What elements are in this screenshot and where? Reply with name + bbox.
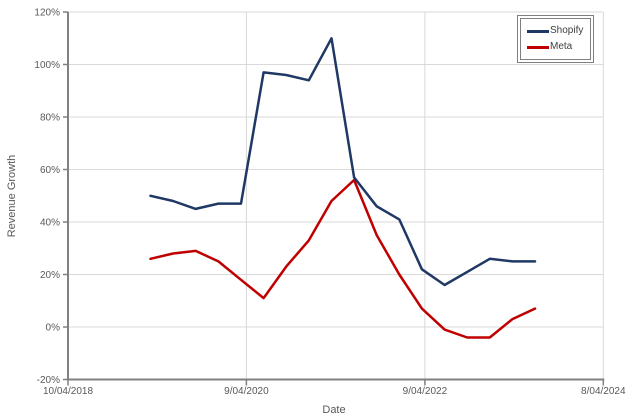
- x-tick-label: 8/04/2024: [581, 386, 626, 397]
- legend: Shopify Meta: [517, 15, 595, 63]
- y-tick-label: 60%: [40, 165, 60, 176]
- y-tick-label: 80%: [40, 113, 60, 124]
- legend-label-meta: Meta: [550, 41, 573, 52]
- legend-label-shopify: Shopify: [550, 25, 584, 36]
- y-tick-label: 0%: [46, 323, 61, 334]
- x-tick-label: 9/04/2020: [224, 386, 269, 397]
- meta-line-swatch: [527, 45, 549, 49]
- y-tick-label: 40%: [40, 218, 60, 229]
- legend-box: Shopify Meta: [520, 18, 592, 60]
- y-tick-label: 100%: [34, 60, 60, 71]
- y-axis-title: Revenue Growth: [6, 154, 18, 238]
- x-axis-title: Date: [322, 404, 346, 416]
- legend-item-meta: Meta: [527, 39, 583, 55]
- y-tick-label: -20%: [37, 375, 60, 386]
- y-tick-label: 20%: [40, 270, 60, 281]
- x-tick-label: 10/04/2018: [43, 386, 93, 397]
- shopify-line-swatch: [527, 29, 549, 33]
- x-tick-label: 9/04/2022: [403, 386, 448, 397]
- series-line-shopify: [149, 37, 537, 287]
- series-line-meta: [149, 178, 537, 339]
- legend-item-shopify: Shopify: [527, 23, 583, 39]
- y-tick-label: 120%: [34, 8, 60, 19]
